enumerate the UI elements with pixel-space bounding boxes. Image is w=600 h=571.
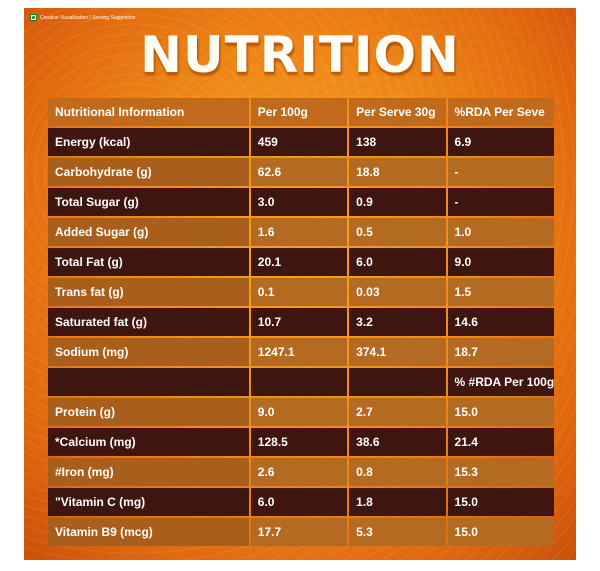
cell-per-serve: 1.8 [349, 488, 446, 516]
header-rda: %RDA Per Seve [447, 98, 554, 126]
cell-rda: 6.9 [447, 128, 554, 156]
cell-per-100g: 459 [250, 128, 348, 156]
cell-nutrient: #Iron (mg) [48, 458, 249, 486]
table-row: Total Sugar (g) 3.0 0.9- [48, 188, 554, 216]
table-row: Added Sugar (g) 1.6 0.5 1.0 [48, 218, 554, 246]
cell-nutrient: Sodium (mg) [48, 338, 249, 366]
cell-nutrient: Trans fat (g) [48, 278, 249, 306]
header-per-serve: Per Serve 30g [349, 98, 446, 126]
table-header-row: Nutritional Information Per 100g Per Ser… [48, 98, 554, 126]
cell-per-100g: 2.6 [250, 458, 348, 486]
nutrition-panel: Creative Visualisation | Serving Suggest… [24, 8, 576, 560]
cell-per-100g: 17.7 [250, 518, 348, 546]
table-row: Vitamin B9 (mcg) 17.7 5.3 15.0 [48, 518, 554, 546]
table-row: #Iron (mg) 2.6 0.8 15.3 [48, 458, 554, 486]
cell-rda: 15.0 [447, 398, 554, 426]
cell-per-serve: 6.0 [349, 248, 446, 276]
cell-nutrient: Saturated fat (g) [48, 308, 249, 336]
cell-per-serve: 18.8 [349, 158, 446, 186]
cell-per-100g: 10.7 [250, 308, 348, 336]
cell-rda: 9.0 [447, 248, 554, 276]
table-row: Energy (kcal) 459 138 6.9 [48, 128, 554, 156]
veg-mark-icon [30, 14, 37, 21]
cell-per-100g: 1247.1 [250, 338, 348, 366]
cell-rda: - [447, 158, 554, 186]
cell-rda: - [447, 188, 554, 216]
cell-per-serve: 0.9 [349, 188, 446, 216]
cell-per-100g: 0.1 [250, 278, 348, 306]
table-body: Energy (kcal) 459 138 6.9 Carbohydrate (g) 62… [48, 128, 554, 546]
header-nutrient: Nutritional Information [48, 98, 249, 126]
cell-rda: 1.5 [447, 278, 554, 306]
cell-nutrient: Energy (kcal) [48, 128, 249, 156]
cell-per-100g: 3.0 [250, 188, 348, 216]
cell-per-serve: 138 [349, 128, 446, 156]
cell-per-100g: 128.5 [250, 428, 348, 456]
cell-per-serve: 0.8 [349, 458, 446, 486]
table-row: Total Fat (g) 20.1 6.0 9.0 [48, 248, 554, 276]
table-row: "Vitamin C (mg) 6.0 1.8 15.0 [48, 488, 554, 516]
cell-nutrient: Added Sugar (g) [48, 218, 249, 246]
table-row: Trans fat (g) 0.1 0.03 1.5 [48, 278, 554, 306]
cell-per-serve: 38.6 [349, 428, 446, 456]
cell-per-serve: 0.03 [349, 278, 446, 306]
table-row: % #RDA Per 100g [48, 368, 554, 396]
cell-per-serve: 3.2 [349, 308, 446, 336]
cell-rda: 15.0 [447, 518, 554, 546]
table-row: Sodium (mg) 1247.1 374.1 18.7 [48, 338, 554, 366]
cell-nutrient [48, 368, 249, 396]
table-row: Saturated fat (g) 10.7 3.2 14.6 [48, 308, 554, 336]
cell-per-serve [349, 368, 446, 396]
cell-per-100g: 6.0 [250, 488, 348, 516]
cell-rda: 15.0 [447, 488, 554, 516]
cell-per-serve: 374.1 [349, 338, 446, 366]
nutrition-table: Nutritional Information Per 100g Per Ser… [46, 96, 556, 548]
cell-nutrient: "Vitamin C (mg) [48, 488, 249, 516]
cell-rda: 18.7 [447, 338, 554, 366]
cell-rda: 14.6 [447, 308, 554, 336]
cell-nutrient: Vitamin B9 (mcg) [48, 518, 249, 546]
cell-nutrient: Total Sugar (g) [48, 188, 249, 216]
cell-per-100g: 62.6 [250, 158, 348, 186]
cell-per-serve: 5.3 [349, 518, 446, 546]
veg-badge: Creative Visualisation | Serving Suggest… [30, 14, 135, 21]
page-title: NUTRITION [140, 26, 460, 84]
cell-nutrient: Protein (g) [48, 398, 249, 426]
cell-nutrient: Carbohydrate (g) [48, 158, 249, 186]
cell-nutrient: Total Fat (g) [48, 248, 249, 276]
table-row: Carbohydrate (g) 62.6 18.8- [48, 158, 554, 186]
cell-rda: 21.4 [447, 428, 554, 456]
badge-text: Creative Visualisation | Serving Suggest… [40, 14, 136, 21]
cell-per-100g: 20.1 [250, 248, 348, 276]
cell-per-100g: 9.0 [250, 398, 348, 426]
cell-per-100g [250, 368, 348, 396]
table-row: *Calcium (mg) 128.5 38.6 21.4 [48, 428, 554, 456]
cell-per-serve: 0.5 [349, 218, 446, 246]
cell-rda: % #RDA Per 100g [447, 368, 554, 396]
cell-rda: 15.3 [447, 458, 554, 486]
cell-per-serve: 2.7 [349, 398, 446, 426]
cell-rda: 1.0 [447, 218, 554, 246]
table-row: Protein (g) 9.0 2.7 15.0 [48, 398, 554, 426]
header-per-100g: Per 100g [250, 98, 348, 126]
cell-nutrient: *Calcium (mg) [48, 428, 249, 456]
cell-per-100g: 1.6 [250, 218, 348, 246]
